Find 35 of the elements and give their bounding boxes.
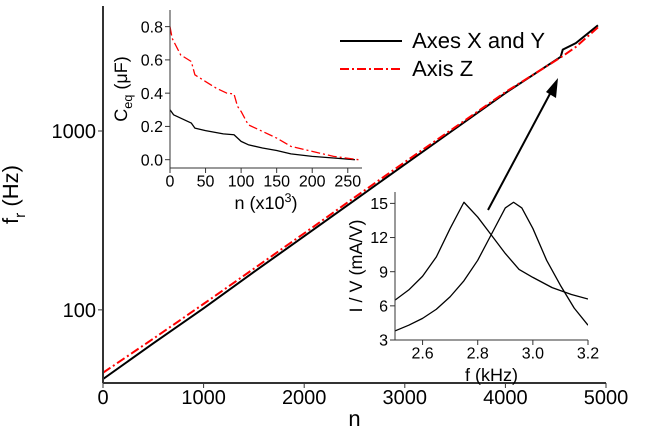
line-series: [170, 109, 356, 160]
y-tick-label: 0.0: [140, 152, 164, 170]
x-tick-label: 1000: [181, 387, 226, 410]
legend-label: Axis Z: [412, 56, 474, 82]
x-tick-label: 250: [334, 173, 362, 190]
y-tick-label: 9: [379, 264, 388, 282]
x-tick-label: 0: [97, 387, 109, 410]
legend-label: Axes X and Y: [412, 28, 545, 54]
x-axis-title: f (kHz): [465, 365, 518, 385]
y-tick-label: 6: [379, 298, 388, 316]
x-tick-label: 3.0: [522, 345, 544, 362]
y-axis-title: I / V (mA/V): [346, 219, 366, 313]
x-tick-label: 2.6: [411, 345, 434, 362]
line-series: [170, 26, 360, 160]
x-tick-label: 200: [298, 173, 326, 190]
x-tick-label: 3.2: [576, 345, 600, 362]
line-series: [395, 202, 588, 332]
x-tick-label: 4000: [483, 387, 528, 410]
y-tick-label: 0.6: [140, 52, 164, 70]
y-tick-label: 3: [379, 332, 388, 350]
x-tick-label: 0: [166, 173, 175, 190]
y-tick-label: 12: [370, 230, 388, 248]
x-tick-label: 150: [263, 173, 290, 190]
x-tick-label: 2000: [282, 387, 326, 410]
y-tick-label: 0.4: [140, 86, 164, 103]
x-axis-title: n (x10$^{3}$): [234, 191, 298, 213]
y-tick-label: 0.2: [140, 119, 164, 136]
y-tick-label: 0.8: [140, 19, 164, 36]
x-tick-label: 5000: [584, 387, 628, 410]
x-tick-label: 2.8: [466, 345, 489, 362]
x-tick-label: 100: [228, 173, 255, 190]
x-axis-title: n: [348, 406, 361, 430]
y-tick-label: 15: [370, 196, 388, 214]
x-tick-label: 50: [196, 173, 215, 190]
x-tick-label: 3000: [382, 387, 428, 410]
